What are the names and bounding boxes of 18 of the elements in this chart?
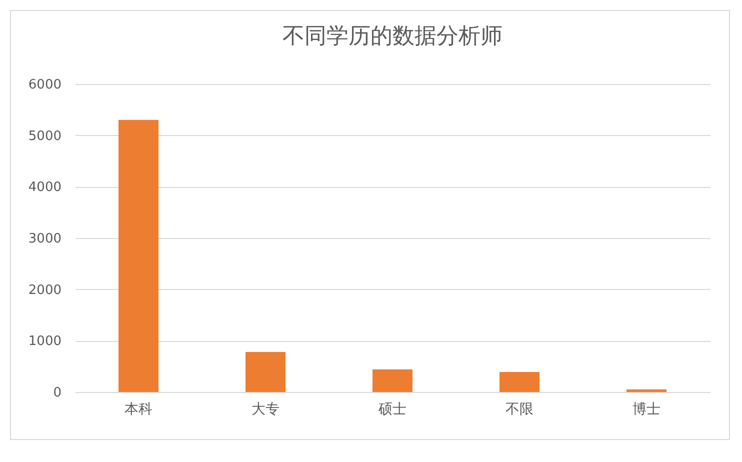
bar	[626, 389, 666, 392]
y-tick-label: 5000	[28, 128, 62, 144]
bar	[372, 369, 412, 392]
bar	[118, 120, 158, 392]
y-tick-label: 2000	[28, 282, 62, 298]
y-tick-label: 3000	[28, 232, 62, 246]
bar	[246, 352, 286, 392]
chart-title: 不同学历的数据分析师	[282, 24, 502, 49]
y-tick-label: 1000	[28, 334, 62, 350]
bar	[500, 372, 540, 392]
x-tick-label: 大专	[252, 402, 280, 418]
y-tick-label: 6000	[28, 78, 62, 92]
x-tick-label: 本科	[124, 402, 152, 418]
y-tick-label: 0	[53, 386, 62, 400]
y-tick-label: 4000	[28, 180, 62, 196]
x-tick-label: 硕士	[378, 402, 406, 418]
x-tick-label: 博士	[632, 402, 660, 418]
x-tick-label: 不限	[506, 402, 534, 418]
